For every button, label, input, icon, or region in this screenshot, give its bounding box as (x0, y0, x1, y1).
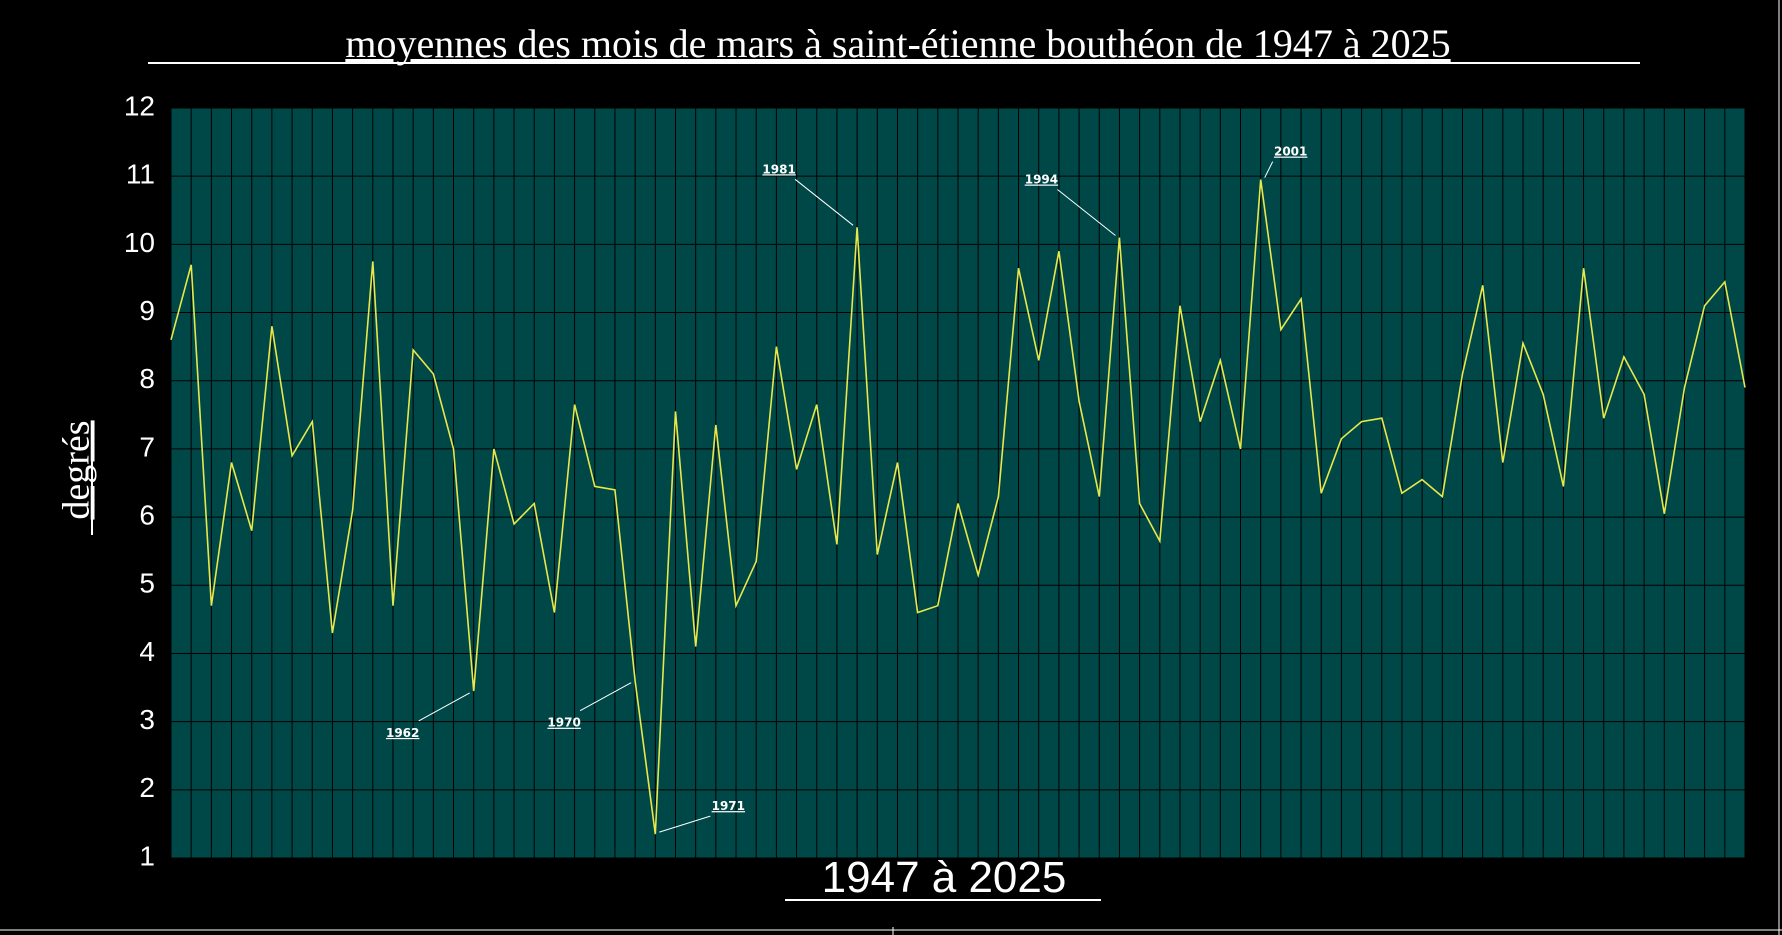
y-tick-label-12: 12 (124, 90, 155, 121)
y-tick-label-10: 10 (124, 227, 155, 258)
series-line-march-averages (170, 179, 1746, 835)
chart-title: moyennes des mois de mars à saint-étienn… (345, 21, 1450, 66)
y-tick-label-11: 11 (126, 159, 155, 190)
grid (170, 107, 1746, 859)
y-axis-label-group: degrés (56, 420, 98, 519)
annotation-leader-1981 (794, 178, 854, 226)
annotations: 1962 1970 1971 1981 1994 2001 (386, 145, 1307, 833)
annotation-leader-1971 (659, 815, 711, 833)
annotation-label-1971: 1971 (712, 799, 745, 813)
y-tick-label-2: 2 (139, 772, 155, 803)
y-tick-label-8: 8 (139, 363, 155, 394)
annotation-leader-1962 (418, 692, 470, 722)
y-axis-label: degrés (56, 420, 98, 519)
annotation-label-2001: 2001 (1274, 145, 1307, 159)
annotation-leader-1994 (1057, 189, 1116, 236)
y-tick-label-4: 4 (139, 636, 155, 667)
annotation-label-1981: 1981 (762, 162, 795, 176)
annotation-label-1962: 1962 (386, 726, 419, 740)
y-tick-label-5: 5 (139, 568, 155, 599)
annotation-label-1994: 1994 (1025, 173, 1058, 187)
y-tick-label-6: 6 (139, 499, 155, 530)
annotation-leader-1970 (579, 682, 632, 712)
y-tick-label-1: 1 (139, 840, 155, 871)
x-axis-label: 1947 à 2025 (822, 853, 1067, 902)
annotation-label-1970: 1970 (547, 716, 580, 730)
y-tick-label-3: 3 (139, 704, 155, 735)
annotation-leader-2001 (1264, 161, 1274, 178)
y-tick-label-7: 7 (139, 431, 155, 462)
y-tick-label-9: 9 (139, 295, 155, 326)
